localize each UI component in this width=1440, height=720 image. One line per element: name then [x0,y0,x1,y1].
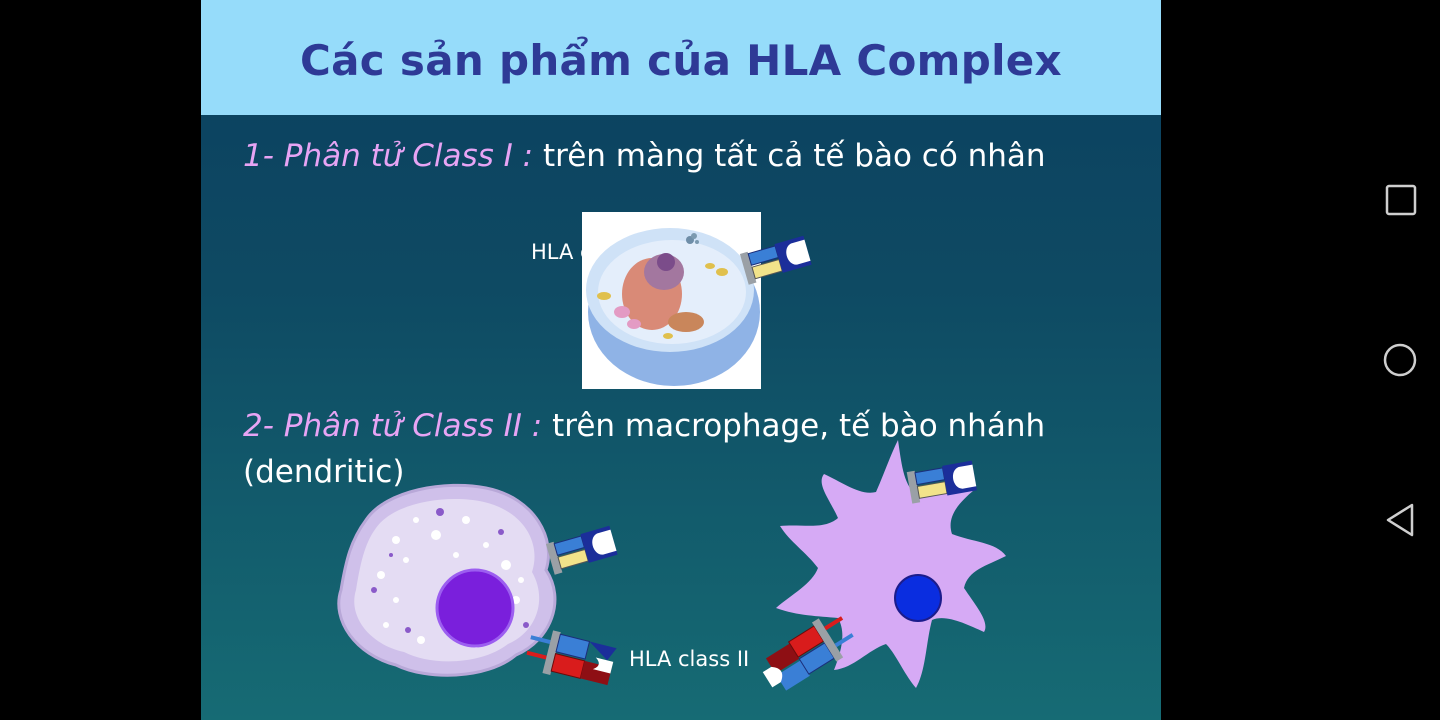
title-bar: Các sản phẩm của HLA Complex [201,0,1161,115]
hla-class-1-molecule [739,235,812,285]
circle-home-icon[interactable] [1382,342,1418,378]
class-1-line: 1- Phân tử Class I : trên màng tất cả tế… [243,138,1046,174]
class-2-text: trên macrophage, tế bào nhánh [542,408,1046,444]
hla-class-1-fig-label: HLA c [531,240,592,264]
class-2-line-2: (dendritic) [243,454,405,490]
presentation-slide: Các sản phẩm của HLA Complex 1- Phân tử … [201,0,1161,720]
class-2-label: 2- Phân tử Class II : [243,408,543,444]
dendritic-cell-illustration [776,440,1006,688]
android-navigation-bar [1161,0,1440,720]
hla-class-2-molecule-macrophage-top [545,525,618,575]
class-2-line: 2- Phân tử Class II : trên macrophage, t… [243,408,1045,444]
class-1-text: trên màng tất cả tế bào có nhân [533,138,1046,174]
square-recents-icon[interactable] [1385,184,1417,216]
hla-class-2-molecule-dendritic-top [906,460,977,504]
macrophage-cell-illustration [337,483,557,677]
slide-title: Các sản phẩm của HLA Complex [300,36,1062,85]
cell-image [582,212,761,389]
hla-class-2-molecule-macrophage-bottom [526,630,617,686]
hla-class-2-molecule-dendritic-bottom [762,616,854,691]
hla-class-2-fig-label: HLA class II [629,647,750,671]
cell-illustration [586,228,760,386]
class-1-label: 1- Phân tử Class I : [243,138,534,174]
triangle-back-icon[interactable] [1384,502,1416,538]
